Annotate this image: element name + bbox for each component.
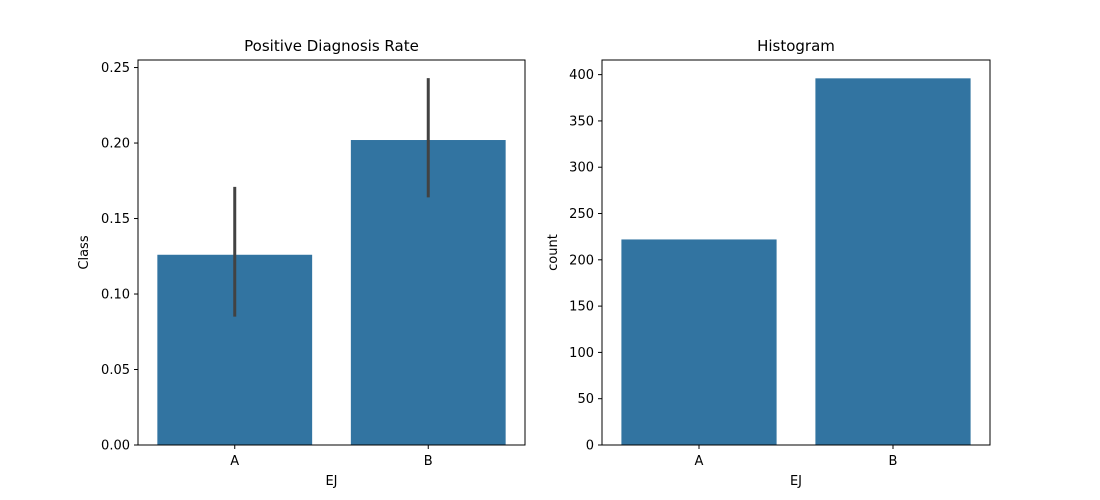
chart-title: Histogram — [757, 37, 835, 55]
x-tick-label: B — [889, 454, 898, 469]
error-bars — [233, 78, 430, 317]
chart-positive-diagnosis-rate: Positive Diagnosis Rate 0.00 0.05 0.10 0.15… — [77, 37, 526, 489]
y-ticks: 0.00 0.05 0.10 0.15 0.20 0.25 — [101, 61, 138, 454]
y-axis-label: count — [546, 234, 561, 271]
x-tick-label: A — [695, 454, 704, 469]
y-tick-label: 0.10 — [101, 288, 130, 303]
y-tick-label: 0.25 — [101, 61, 130, 76]
y-tick-label: 0.15 — [101, 212, 130, 227]
y-axis-label: Class — [77, 235, 92, 269]
y-tick-label: 0 — [586, 439, 594, 454]
y-tick-label: 0.20 — [101, 137, 130, 152]
y-tick-label: 150 — [569, 300, 594, 315]
y-tick-label: 50 — [577, 392, 594, 407]
bars — [621, 78, 971, 445]
x-tick-label: A — [230, 454, 239, 469]
y-tick-label: 400 — [569, 68, 594, 83]
axes-frame — [137, 59, 526, 446]
y-tick-label: 250 — [569, 207, 594, 222]
y-tick-label: 100 — [569, 346, 594, 361]
x-axis-label: EJ — [790, 474, 802, 489]
y-ticks: 0 50 100 150 200 250 300 350 400 — [569, 68, 602, 454]
bar-a — [621, 239, 777, 445]
x-tick-label: B — [424, 454, 433, 469]
y-tick-label: 300 — [569, 161, 594, 176]
y-tick-label: 0.00 — [101, 439, 130, 454]
y-tick-label: 0.05 — [101, 363, 130, 378]
chart-title: Positive Diagnosis Rate — [244, 37, 419, 55]
y-tick-label: 200 — [569, 253, 594, 268]
y-tick-label: 350 — [569, 114, 594, 129]
x-axis-label: EJ — [325, 474, 337, 489]
bar-b — [815, 78, 971, 445]
axes-frame — [601, 59, 991, 446]
